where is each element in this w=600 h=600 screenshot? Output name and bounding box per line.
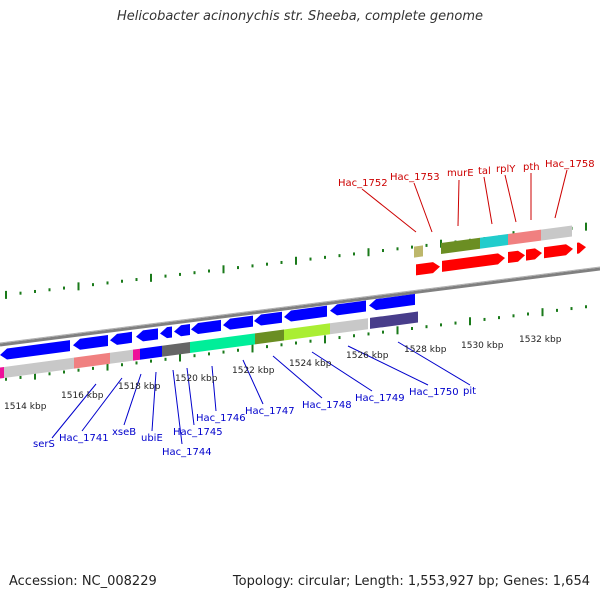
forward-gene-label: Hac_1758 [545, 159, 595, 170]
tick-label: 1526 kbp [346, 351, 389, 361]
tick-labels: 1514 kbp 1516 kbp 1518 kbp 1520 kbp 1522 kbp… [4, 335, 562, 412]
gene-tracks [0, 225, 600, 379]
gene-block [190, 333, 255, 354]
backbone-highlight [0, 266, 600, 344]
forward-gene-label: tal [478, 166, 491, 177]
tick-label: 1518 kbp [118, 382, 161, 392]
leader-line [504, 174, 517, 223]
reverse-gene-arrow [136, 328, 158, 342]
reverse-gene-arrow [73, 335, 108, 350]
leader-line [311, 351, 373, 392]
gene-block [255, 329, 284, 345]
forward-gene-label: rplY [496, 164, 516, 175]
gene-block [133, 348, 140, 361]
reverse-gene-label: xseB [112, 427, 136, 438]
reverse-gene-arrow [191, 319, 221, 334]
tick-label: 1524 kbp [289, 359, 332, 369]
reverse-gene-label: Hac_1746 [196, 413, 246, 424]
reverse-gene-arrow [284, 305, 327, 322]
tick-label: 1516 kbp [61, 391, 104, 401]
tick-label: 1522 kbp [232, 366, 275, 376]
leader-line [81, 377, 123, 432]
gene-block [74, 352, 110, 369]
leader-line [397, 341, 471, 386]
gene-block [508, 229, 541, 246]
gene-block [441, 237, 480, 255]
leader-line [483, 176, 493, 225]
gene-block [284, 323, 330, 341]
tick-label: 1520 kbp [175, 374, 218, 384]
reverse-gene-label: pit [463, 386, 476, 397]
gene-block [414, 245, 423, 258]
reverse-gene-label: ubiE [141, 433, 163, 444]
accession-text: Accession: NC_008229 [9, 574, 157, 589]
reverse-gene-arrow [0, 340, 70, 360]
gene-block [480, 234, 508, 249]
leader-line [272, 355, 323, 399]
forward-gene-arrow [577, 242, 586, 254]
leader-line [242, 359, 264, 405]
forward-gene-label: pth [523, 162, 540, 173]
reverse-gene-arrow [174, 324, 190, 337]
reverse-gene-arrow [160, 326, 172, 339]
leader-line [413, 182, 433, 233]
tick-label: 1528 kbp [404, 345, 447, 355]
leader-line [554, 169, 568, 219]
forward-gene-arrow [526, 248, 542, 261]
gene-block [330, 318, 368, 335]
reverse-gene-arrow [369, 293, 415, 311]
reverse-gene-label: Hac_1748 [302, 400, 352, 411]
forward-gene-label: Hac_1753 [390, 172, 440, 183]
reverse-gene-label: Hac_1745 [173, 427, 223, 438]
reverse-gene-label: Hac_1744 [162, 447, 212, 458]
leader-line [211, 365, 217, 412]
gene-block [140, 345, 162, 360]
reverse-gene-arrow [110, 331, 132, 345]
leader-line [151, 371, 157, 432]
gene-block [162, 342, 190, 357]
reverse-gene-label: Hac_1741 [59, 433, 109, 444]
tick-label: 1532 kbp [519, 335, 562, 345]
leader-line [347, 345, 429, 386]
leader-line [51, 383, 97, 439]
reverse-gene-label: Hac_1749 [355, 393, 405, 404]
reverse-gene-label: Hac_1747 [245, 406, 295, 417]
reverse-gene-arrow [330, 300, 366, 316]
genome-stats-text: Topology: circular; Length: 1,553,927 bp… [232, 574, 590, 589]
gene-block [110, 349, 133, 364]
forward-gene-label: Hac_1752 [338, 178, 388, 189]
gene-block [0, 366, 4, 379]
forward-gene-arrow [508, 250, 525, 264]
leader-line [186, 367, 195, 426]
leader-line [172, 369, 183, 445]
reverse-gene-label: Hac_1750 [409, 387, 459, 398]
leader-line [457, 179, 460, 227]
forward-gene-arrow [416, 262, 440, 276]
reverse-gene-arrow [254, 311, 282, 326]
tick-label: 1514 kbp [4, 402, 47, 412]
map-title: Helicobacter acinonychis str. Sheeba, co… [116, 9, 483, 24]
forward-gene-arrow [544, 244, 573, 259]
label-leader-lines [51, 169, 568, 445]
forward-gene-arrow [442, 253, 505, 272]
leader-line [123, 373, 142, 426]
gene-block [541, 225, 572, 241]
gene-block [370, 311, 418, 329]
reverse-gene-arrow [223, 315, 253, 330]
forward-gene-label: murE [447, 168, 474, 179]
backbone-outer [0, 267, 600, 347]
reverse-gene-label: serS [33, 439, 55, 450]
leader-line [361, 188, 417, 233]
tick-label: 1530 kbp [461, 341, 504, 351]
gene-block [4, 357, 74, 378]
